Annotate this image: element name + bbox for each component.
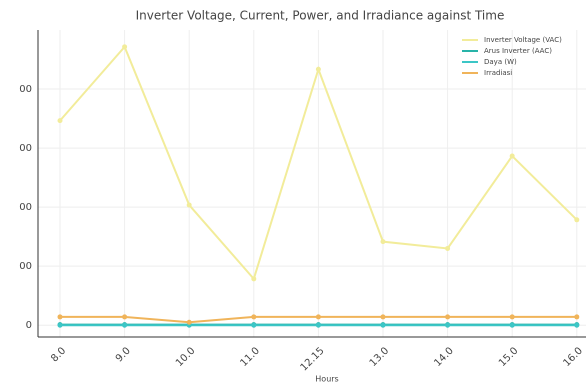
- y-tick-label: 00: [19, 261, 32, 272]
- point: [509, 322, 515, 328]
- point: [445, 314, 451, 320]
- x-tick-label: 8.0: [49, 345, 68, 364]
- point: [380, 322, 386, 328]
- x-tick-label: 11.0: [239, 345, 263, 369]
- point: [251, 322, 257, 328]
- legend-label: Arus Inverter (AAC): [484, 47, 552, 55]
- point: [122, 322, 128, 328]
- point: [315, 322, 321, 328]
- point: [251, 276, 257, 282]
- y-tick-label: 00: [19, 84, 32, 95]
- x-tick-label: 13.0: [368, 345, 392, 369]
- point: [122, 314, 128, 320]
- legend-label: Inverter Voltage (VAC): [484, 36, 562, 44]
- point: [186, 202, 192, 208]
- point: [574, 217, 580, 223]
- point: [509, 314, 515, 320]
- point: [380, 239, 386, 245]
- point: [380, 314, 386, 320]
- point: [315, 314, 321, 320]
- point: [315, 66, 321, 72]
- y-tick-label: 0: [26, 320, 32, 331]
- x-tick-label: 10.0: [174, 345, 198, 369]
- point: [122, 44, 128, 50]
- x-tick-label: 16.0: [562, 345, 586, 369]
- y-tick-label: 00: [19, 143, 32, 154]
- point: [574, 314, 580, 320]
- x-tick-label: 14.0: [432, 345, 456, 369]
- y-tick-label: 00: [19, 202, 32, 213]
- point: [251, 314, 257, 320]
- x-tick-label: 9.0: [114, 345, 133, 364]
- point: [186, 319, 192, 325]
- point: [445, 245, 451, 251]
- x-tick-label: 15.0: [497, 345, 521, 369]
- legend-label: Irradiasi: [484, 69, 512, 77]
- x-axis-label: Hours: [315, 375, 338, 384]
- x-tick-label: 12.15: [299, 345, 327, 373]
- point: [509, 153, 515, 159]
- chart-title: Inverter Voltage, Current, Power, and Ir…: [136, 9, 505, 23]
- legend-label: Daya (W): [484, 58, 517, 66]
- point: [57, 118, 63, 124]
- point: [57, 322, 63, 328]
- point: [57, 314, 63, 320]
- point: [574, 322, 580, 328]
- point: [445, 322, 451, 328]
